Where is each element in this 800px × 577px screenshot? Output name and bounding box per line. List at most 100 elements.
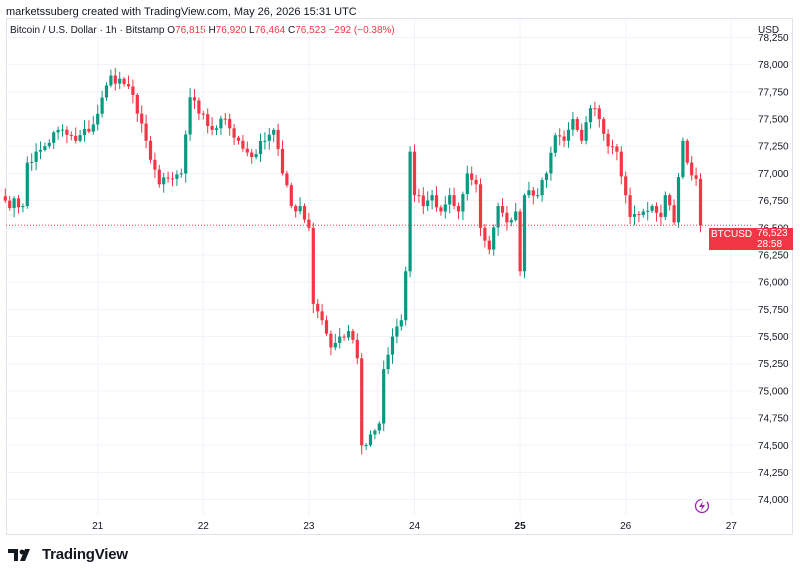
candle-down — [474, 179, 478, 185]
price-axis: 74,000 74,250 74,500 74,750 75,000 75,250 75,5… — [758, 33, 789, 506]
candle-up — [588, 108, 593, 123]
price-tick-label: 77,750 — [758, 87, 789, 98]
candle-down — [170, 178, 175, 180]
candle-down — [223, 118, 227, 120]
symbol-tag-label: BTCUSD — [711, 229, 753, 240]
candle-up — [25, 162, 29, 207]
candle-up — [78, 135, 82, 141]
candle-up — [346, 331, 351, 338]
candle-down — [694, 175, 698, 179]
candle-up — [382, 369, 386, 424]
symbol-tag — [709, 228, 761, 250]
candle-down — [228, 119, 232, 129]
credit-line: marketssuberg created with TradingView.c… — [6, 6, 357, 18]
candle-down — [456, 205, 461, 212]
candle-down — [606, 133, 610, 147]
candle-up — [118, 78, 122, 84]
candle-up — [408, 151, 412, 272]
candle-down — [69, 134, 73, 136]
lightning-icon[interactable] — [694, 498, 710, 514]
candle-up — [184, 134, 188, 174]
candle-down — [87, 128, 91, 132]
date-tick-label: 23 — [303, 521, 315, 532]
candle-up — [395, 326, 399, 337]
price-tick-label: 76,750 — [758, 196, 789, 207]
candle-down — [412, 151, 417, 196]
tradingview-logo-icon — [8, 548, 30, 561]
candle-down — [421, 195, 425, 207]
bar-countdown: 28:58 — [755, 239, 793, 250]
currency-label[interactable]: USD — [758, 25, 780, 36]
candle-down — [148, 140, 153, 160]
candle-up — [21, 206, 25, 208]
price-tick-label: 78,000 — [758, 60, 789, 71]
date-tick-label: 22 — [198, 521, 210, 532]
candle-down — [668, 195, 672, 206]
candle-up — [377, 423, 381, 431]
candle-down — [122, 78, 126, 85]
candle-down — [113, 75, 117, 84]
candle-up — [188, 97, 192, 135]
candle-down — [342, 336, 346, 338]
time-axis: 21 22 23 24 25 26 27 — [92, 521, 737, 532]
close-label: C — [287, 25, 296, 36]
tradingview-logo[interactable]: TradingView — [8, 546, 128, 563]
price-tick-label: 78,250 — [758, 33, 789, 44]
grid-lines — [7, 19, 752, 516]
candle-down — [562, 136, 566, 141]
candle-down — [531, 190, 535, 196]
candle-up — [47, 142, 51, 147]
low-label: L — [249, 25, 255, 36]
high-label: H — [208, 25, 216, 36]
candle-down — [575, 119, 579, 130]
price-tick-label: 74,000 — [758, 495, 789, 506]
candle-up — [364, 445, 368, 447]
candle-up — [443, 204, 447, 212]
price-tick-label: 77,250 — [758, 142, 789, 153]
candle-down — [236, 137, 241, 141]
price-tick-label: 77,000 — [758, 169, 789, 180]
candle-up — [258, 141, 263, 155]
candle-up — [641, 211, 645, 216]
candle-up — [34, 151, 38, 162]
candle-up — [100, 97, 104, 114]
candle-up — [527, 190, 531, 196]
candle-up — [646, 210, 650, 212]
candle-up — [632, 214, 637, 217]
change-value: −292 (−0.38%) — [328, 25, 395, 36]
candle-up — [60, 129, 65, 131]
date-tick-label: 27 — [726, 521, 738, 532]
candle-down — [250, 152, 254, 158]
price-tick-label: 75,750 — [758, 305, 789, 316]
candle-up — [571, 119, 575, 130]
candle-up — [263, 140, 267, 142]
candle-down — [126, 84, 131, 87]
candle-up — [404, 271, 408, 321]
open-value: 76,815 — [175, 25, 206, 36]
candle-down — [74, 135, 78, 141]
candle-up — [509, 220, 513, 223]
chart-frame[interactable] — [6, 18, 793, 535]
candle-down — [610, 146, 615, 148]
close-value: 76,523 — [295, 25, 326, 36]
open-label: O — [167, 25, 176, 36]
candle-up — [91, 124, 95, 132]
candle-down — [285, 173, 289, 186]
candle-up — [448, 195, 452, 205]
candle-down — [628, 195, 632, 217]
candle-up — [492, 227, 496, 250]
candle-down — [140, 113, 144, 124]
candle-down — [619, 151, 623, 177]
price-tick-label: 77,500 — [758, 115, 789, 126]
candle-down — [580, 129, 584, 141]
candle-down — [289, 185, 293, 207]
candle-up — [12, 198, 16, 208]
candle-up — [43, 146, 47, 150]
candle-down — [487, 240, 491, 250]
candle-down — [280, 148, 285, 174]
candle-down — [478, 184, 483, 228]
price-tick-label: 76,250 — [758, 250, 789, 261]
price-tick-label: 74,250 — [758, 468, 789, 479]
symbol-name[interactable]: Bitcoin / U.S. Dollar · 1h · Bitstamp — [10, 25, 165, 36]
